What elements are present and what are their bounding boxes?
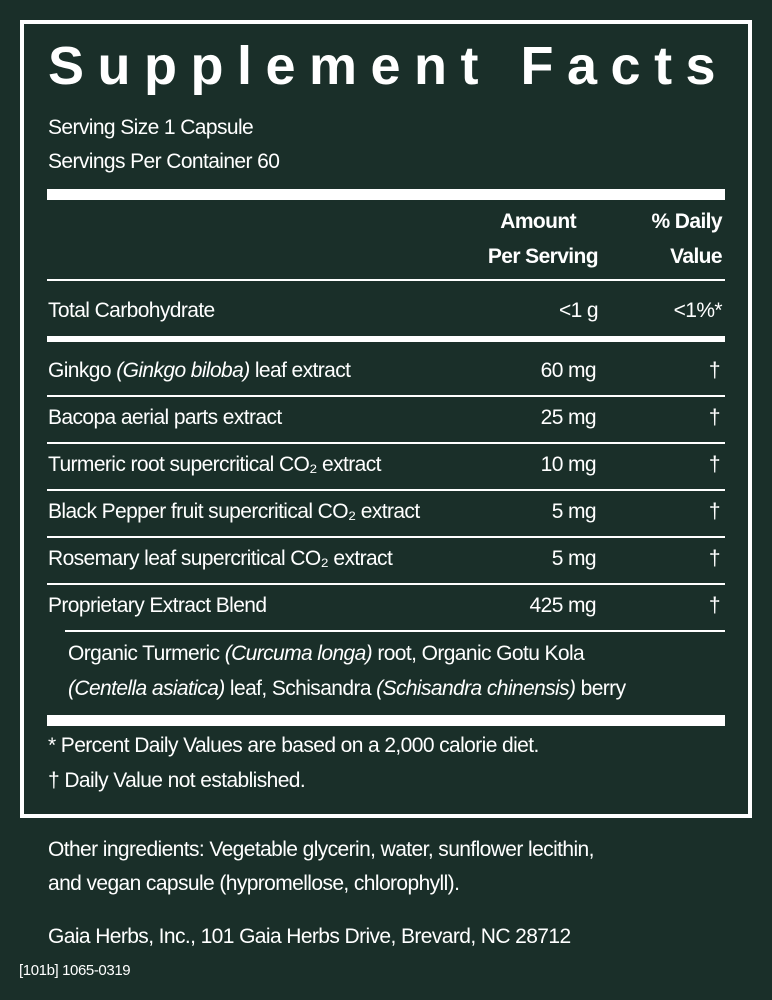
blend-divider [65,630,725,632]
amount-header-1: Amount [500,210,576,233]
ingredient-amount: 60 mg [540,359,597,382]
other-ingredients-line-2: and vegan capsule (hypromellose, chlorop… [48,872,460,895]
panel-title: Supplement Facts [48,36,730,96]
row-divider [47,489,725,491]
ingredient-dv: † [708,453,721,476]
ingredient-dv: † [708,594,721,617]
ingredient-name: Proprietary Extract Blend [48,594,267,617]
ingredient-amount: 5 mg [551,500,597,523]
ingredient-name: Turmeric root supercritical CO₂ extract [48,453,381,476]
ingredient-amount: 5 mg [551,547,597,570]
row-divider [47,442,725,444]
footnote-percent: * Percent Daily Values are based on a 2,… [48,734,539,757]
row-divider [47,395,725,397]
product-code: [101b] 1065-0319 [19,962,131,979]
ingredient-name: Ginkgo (Ginkgo biloba) leaf extract [48,359,351,382]
thick-divider-bottom [47,715,725,726]
ingredient-amount: 10 mg [540,453,597,476]
ingredient-name: Black Pepper fruit supercritical CO₂ ext… [48,500,420,523]
row-divider [47,583,725,585]
blend-line-1: Organic Turmeric (Curcuma longa) root, O… [68,642,585,665]
ingredient-amount: 25 mg [540,406,597,429]
manufacturer-address: Gaia Herbs, Inc., 101 Gaia Herbs Drive, … [48,925,571,948]
ingredient-amount: 425 mg [529,594,597,617]
ingredient-name: Rosemary leaf supercritical CO₂ extract [48,547,393,570]
ingredient-dv: † [708,500,721,523]
blend-line-2: (Centella asiatica) leaf, Schisandra (Sc… [68,677,626,700]
divider [47,279,725,281]
ingredient-name: Bacopa aerial parts extract [48,406,282,429]
dv-header-2: Value [670,245,722,268]
total-carb-name: Total Carbohydrate [48,299,215,322]
total-carb-dv: <1%* [673,299,723,322]
thick-divider [47,189,725,200]
footnote-dagger: † Daily Value not established. [48,769,306,792]
serving-size: Serving Size 1 Capsule [48,116,254,139]
ingredient-dv: † [708,359,721,382]
medium-divider [47,336,725,342]
dv-header-1: % Daily [651,210,723,233]
other-ingredients-line-1: Other ingredients: Vegetable glycerin, w… [48,838,594,861]
servings-per-container: Servings Per Container 60 [48,150,280,173]
row-divider [47,536,725,538]
amount-header-2: Per Serving [487,245,599,268]
ingredient-dv: † [708,406,721,429]
supplement-facts-panel [20,20,752,818]
ingredient-dv: † [708,547,721,570]
total-carb-amount: <1 g [558,299,599,322]
